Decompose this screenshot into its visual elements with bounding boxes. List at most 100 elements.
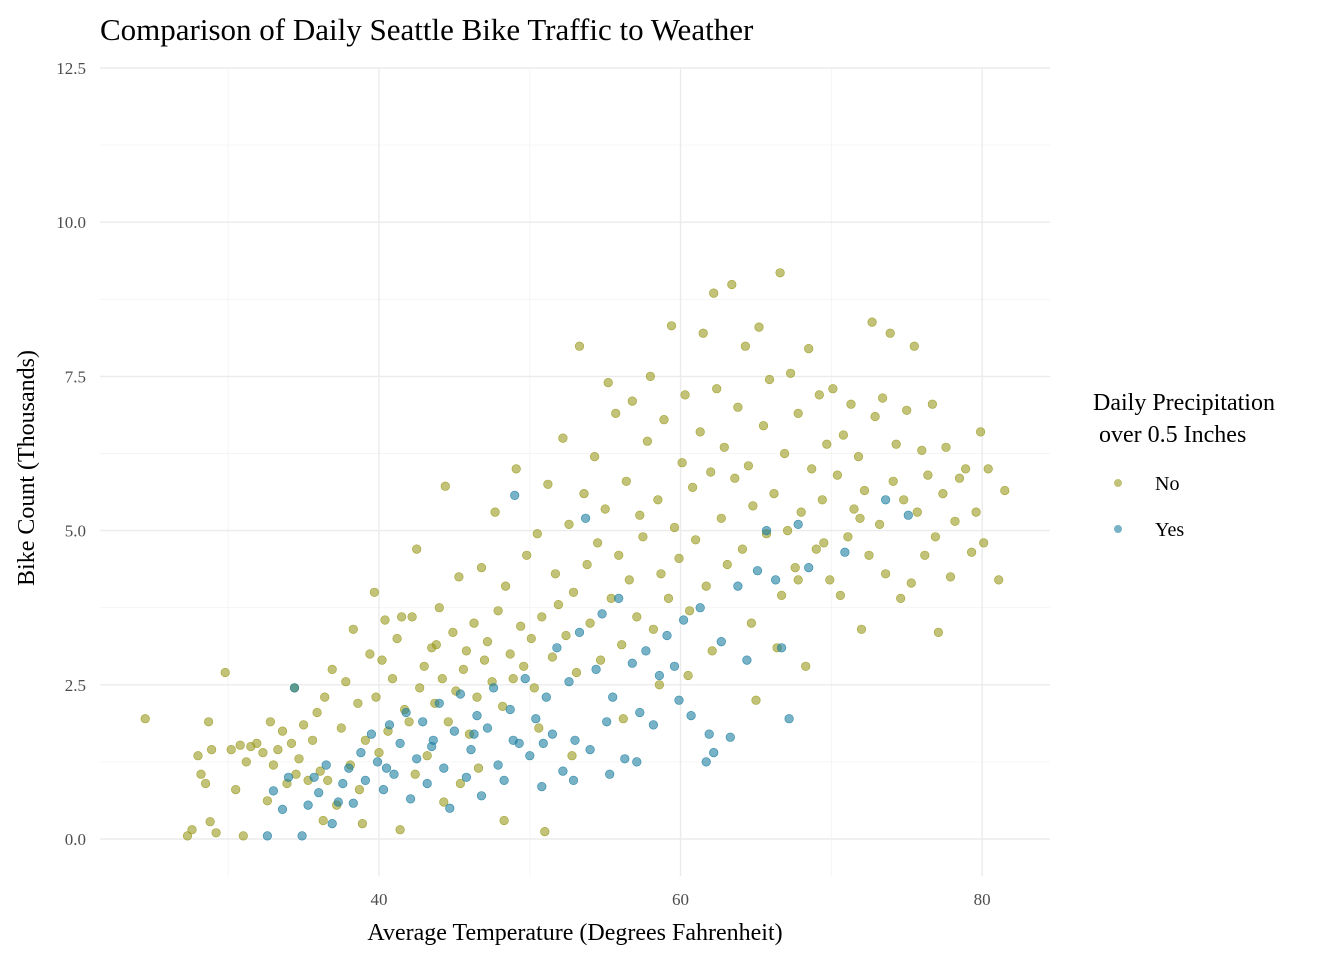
- point-no: [235, 740, 245, 750]
- point-yes: [455, 689, 466, 699]
- point-no: [354, 784, 365, 795]
- point-no: [838, 430, 849, 440]
- point-no: [923, 470, 933, 480]
- point-no: [374, 747, 384, 758]
- point-no: [207, 744, 217, 755]
- point-no: [698, 328, 708, 338]
- point-no: [656, 569, 666, 579]
- point-no: [532, 529, 542, 539]
- point-yes: [427, 741, 437, 752]
- y-tick-label: 10.0: [56, 213, 86, 232]
- point-no: [909, 341, 919, 351]
- point-no: [412, 544, 422, 554]
- point-no: [595, 655, 606, 665]
- point-no: [440, 481, 450, 491]
- point-no: [920, 550, 930, 560]
- point-no: [627, 396, 637, 406]
- point-no: [286, 738, 297, 749]
- point-no: [268, 760, 279, 770]
- point-no: [508, 673, 518, 684]
- point-yes: [277, 804, 288, 815]
- point-yes: [378, 784, 389, 795]
- point-yes: [412, 754, 422, 764]
- point-no: [568, 587, 579, 597]
- point-yes: [627, 658, 637, 668]
- point-no: [395, 825, 405, 835]
- point-no: [455, 778, 466, 789]
- point-yes: [632, 757, 642, 767]
- point-yes: [752, 566, 763, 576]
- point-yes: [461, 772, 472, 782]
- point-yes: [674, 695, 684, 705]
- point-no: [825, 575, 835, 585]
- chart-title: Comparison of Daily Seattle Bike Traffic…: [100, 12, 754, 47]
- point-no: [785, 368, 796, 378]
- legend-key-no: [1114, 479, 1122, 487]
- point-no: [258, 747, 268, 758]
- x-tick-label: 40: [370, 890, 387, 909]
- point-no: [828, 384, 838, 394]
- point-no: [529, 683, 539, 693]
- point-no: [654, 680, 665, 690]
- point-no: [422, 751, 432, 761]
- point-yes: [608, 692, 618, 702]
- point-no: [231, 784, 241, 795]
- point-no: [196, 769, 206, 779]
- point-yes: [489, 683, 499, 693]
- point-yes: [472, 710, 482, 721]
- point-no: [320, 692, 330, 702]
- point-yes: [538, 738, 548, 749]
- point-yes: [289, 683, 300, 693]
- point-no: [709, 288, 719, 298]
- point-yes: [804, 562, 814, 573]
- point-no: [614, 550, 624, 560]
- point-no: [733, 402, 743, 412]
- point-no: [454, 572, 464, 582]
- point-no: [476, 562, 487, 573]
- y-tick-label: 2.5: [65, 676, 86, 695]
- point-yes: [564, 677, 574, 687]
- point-yes: [648, 720, 659, 730]
- point-no: [443, 717, 453, 727]
- point-no: [419, 661, 429, 671]
- point-no: [680, 390, 690, 400]
- point-yes: [348, 798, 358, 808]
- point-no: [877, 393, 888, 403]
- point-no: [899, 495, 909, 505]
- point-no: [659, 415, 669, 425]
- point-no: [392, 633, 402, 644]
- point-no: [564, 519, 574, 530]
- point-no: [687, 482, 698, 493]
- point-no: [642, 436, 653, 446]
- point-no: [859, 485, 870, 496]
- point-no: [683, 670, 693, 681]
- point-no: [677, 458, 687, 468]
- point-no: [621, 476, 631, 486]
- point-no: [690, 535, 701, 545]
- point-no: [864, 550, 874, 560]
- point-yes: [505, 704, 515, 715]
- point-no: [764, 374, 775, 385]
- point-no: [241, 757, 251, 767]
- point-no: [663, 593, 674, 604]
- point-no: [561, 630, 571, 641]
- point-no: [415, 683, 425, 693]
- point-no: [917, 445, 927, 456]
- point-yes: [314, 788, 324, 798]
- point-no: [252, 738, 262, 749]
- point-no: [431, 640, 441, 650]
- point-yes: [591, 664, 601, 675]
- point-no: [906, 578, 916, 588]
- point-no: [505, 649, 515, 659]
- point-yes: [445, 803, 455, 813]
- point-no: [971, 507, 981, 517]
- point-yes: [531, 714, 541, 724]
- point-yes: [580, 513, 591, 523]
- point-no: [638, 532, 648, 542]
- point-yes: [761, 525, 772, 536]
- point-no: [888, 476, 898, 486]
- point-no: [983, 464, 993, 474]
- point-yes: [268, 786, 279, 796]
- point-no: [870, 411, 880, 422]
- point-yes: [541, 692, 551, 702]
